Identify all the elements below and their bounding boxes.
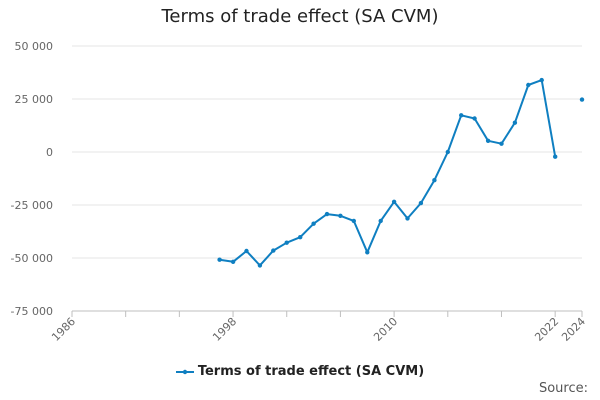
x-tick-label: 1998 bbox=[210, 315, 239, 344]
data-point[interactable] bbox=[539, 77, 544, 83]
data-point[interactable] bbox=[338, 213, 343, 218]
data-point[interactable] bbox=[244, 248, 249, 254]
legend-label: Terms of trade effect (SA CVM) bbox=[197, 364, 425, 379]
data-point[interactable] bbox=[485, 138, 491, 143]
data-point[interactable] bbox=[459, 113, 464, 118]
x-tick-label: 2010 bbox=[371, 315, 400, 344]
data-point[interactable] bbox=[432, 178, 437, 183]
data-point[interactable] bbox=[391, 199, 397, 204]
x-tick-label: 2022 bbox=[532, 315, 561, 344]
data-point[interactable] bbox=[271, 248, 276, 253]
y-tick-label: -75 000 bbox=[11, 305, 53, 318]
data-point[interactable] bbox=[257, 263, 263, 268]
x-tick-label: 2024 bbox=[559, 315, 588, 344]
data-point[interactable] bbox=[579, 97, 585, 102]
x-axis bbox=[71, 311, 583, 317]
data-point[interactable] bbox=[365, 250, 370, 255]
data-point[interactable] bbox=[472, 116, 477, 121]
data-point[interactable] bbox=[553, 154, 558, 159]
data-point[interactable] bbox=[418, 200, 424, 206]
y-tick-label: -25 000 bbox=[11, 199, 53, 212]
chart-title: Terms of trade effect (SA CVM) bbox=[161, 6, 439, 27]
data-point[interactable] bbox=[378, 218, 383, 224]
legend-swatch bbox=[175, 369, 194, 374]
series-line bbox=[219, 79, 557, 267]
data-point[interactable] bbox=[405, 216, 410, 221]
data-point[interactable] bbox=[324, 211, 330, 217]
data-point[interactable] bbox=[284, 240, 289, 245]
legend[interactable]: Terms of trade effect (SA CVM) bbox=[0, 364, 600, 379]
x-tick-label: 1986 bbox=[49, 315, 78, 344]
y-axis-ticks: 50 000 25 000 0 -25 000 -50 000 -75 000 bbox=[11, 40, 53, 318]
data-point[interactable] bbox=[230, 259, 236, 264]
data-point[interactable] bbox=[298, 235, 303, 240]
grid-lines bbox=[72, 45, 582, 312]
data-point[interactable] bbox=[512, 120, 518, 125]
y-tick-label: 50 000 bbox=[15, 40, 54, 53]
series-layer bbox=[217, 77, 585, 268]
data-point[interactable] bbox=[445, 149, 450, 155]
data-point[interactable] bbox=[217, 257, 222, 262]
data-point[interactable] bbox=[499, 141, 504, 146]
y-tick-label: -50 000 bbox=[11, 252, 53, 265]
source-label: Source: bbox=[538, 381, 588, 396]
data-point[interactable] bbox=[526, 82, 531, 88]
y-tick-label: 0 bbox=[46, 146, 53, 159]
data-point[interactable] bbox=[311, 221, 316, 226]
y-tick-label: 25 000 bbox=[15, 93, 54, 106]
data-point[interactable] bbox=[351, 218, 356, 224]
